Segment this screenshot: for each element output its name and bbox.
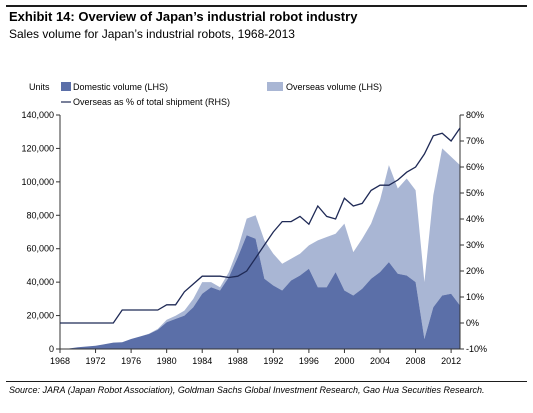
domestic-volume-area [60, 235, 460, 349]
right-tick-label: 60% [466, 162, 484, 172]
right-tick-label: 70% [466, 136, 484, 146]
units-label: Units [29, 82, 50, 92]
left-tick-label: 140,000 [21, 110, 54, 120]
right-tick-label: 80% [466, 110, 484, 120]
source-note: Source: JARA (Japan Robot Association), … [9, 385, 485, 395]
right-tick-label: -10% [466, 344, 487, 354]
right-tick-label: 30% [466, 240, 484, 250]
x-tick-label: 1996 [299, 356, 319, 366]
left-tick-label: 40,000 [26, 277, 54, 287]
title-rule [6, 5, 527, 7]
legend-label-domestic: Domestic volume (LHS) [73, 82, 168, 92]
left-tick-label: 60,000 [26, 244, 54, 254]
x-tick-label: 1980 [157, 356, 177, 366]
legend-label-overseas-pct: Overseas as % of total shipment (RHS) [73, 97, 230, 107]
x-tick-label: 1984 [192, 356, 212, 366]
x-tick-label: 2004 [370, 356, 390, 366]
right-tick-label: 10% [466, 292, 484, 302]
chart: 1968 1972 1976 1980 1984 1988 1992 1996 2000 2004… [21, 82, 487, 366]
legend: Units Domestic volume (LHS) Overseas vol… [29, 82, 382, 107]
overseas-volume-area [60, 148, 460, 349]
left-tick-label: 0 [49, 344, 54, 354]
area-layer [60, 148, 460, 349]
x-tick-label: 1968 [50, 356, 70, 366]
x-tick-label: 2000 [334, 356, 354, 366]
line-layer [60, 127, 461, 324]
x-tick-label: 1992 [263, 356, 283, 366]
legend-label-overseas: Overseas volume (LHS) [286, 82, 382, 92]
x-tick-label: 2008 [406, 356, 426, 366]
right-tick-label: 20% [466, 266, 484, 276]
right-tick-label: 40% [466, 214, 484, 224]
left-tick-label: 20,000 [26, 311, 54, 321]
left-tick-label: 80,000 [26, 210, 54, 220]
tick-layer: 1968 1972 1976 1980 1984 1988 1992 1996 2000 2004… [21, 110, 487, 366]
x-tick-label: 1976 [121, 356, 141, 366]
left-tick-label: 100,000 [21, 177, 54, 187]
legend-swatch-domestic [61, 82, 71, 91]
x-tick-label: 1988 [228, 356, 248, 366]
right-tick-label: 0% [466, 318, 479, 328]
left-tick-label: 120,000 [21, 143, 54, 153]
exhibit-subtitle: Sales volume for Japan’s industrial robo… [9, 27, 295, 41]
x-tick-label: 2012 [441, 356, 461, 366]
overseas-pct-line [60, 127, 461, 324]
x-tick-label: 1972 [86, 356, 106, 366]
exhibit-title: Exhibit 14: Overview of Japan’s industri… [9, 9, 358, 24]
right-tick-label: 50% [466, 188, 484, 198]
legend-swatch-overseas [267, 82, 283, 91]
axes-layer [59, 115, 461, 350]
source-rule [6, 381, 527, 382]
